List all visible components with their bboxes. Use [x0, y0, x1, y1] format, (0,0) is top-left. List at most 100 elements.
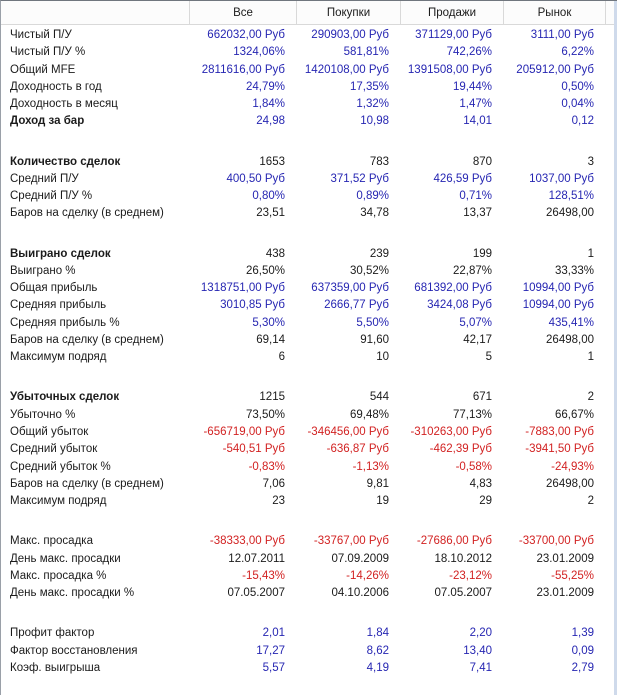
row-label: Средний убыток %: [10, 460, 111, 473]
table-row: Фактор восстановления 17,27 8,62 13,40 0,09: [1, 643, 617, 660]
cell-value: 1653: [259, 155, 285, 168]
cell-value: 77,13%: [452, 408, 492, 421]
cell-value: 42,17: [463, 334, 492, 347]
table-row: Доходность в год 24,79% 17,35% 19,44% 0,50%: [1, 79, 617, 96]
row-label: Общий MFE: [10, 63, 76, 76]
cell-value: 69,48%: [349, 408, 389, 421]
row-label: Выиграно %: [10, 264, 76, 277]
cell-value: 10994,00 Руб: [522, 299, 594, 312]
section-gap: [1, 603, 617, 626]
table-row: Коэф. выигрыша 5,57 4,19 7,41 2,79: [1, 660, 617, 677]
cell-value: -33700,00 Руб: [518, 535, 594, 548]
cell-value: 12.07.2011: [228, 552, 285, 565]
cell-value: 671: [472, 391, 492, 404]
cell-value: 19,44%: [452, 80, 492, 93]
row-label: День макс. просадки %: [10, 587, 135, 600]
section-gap: [1, 367, 617, 390]
table-row: Чистый П/У % 1324,06% 581,81% 742,26% 6,22%: [1, 44, 617, 61]
cell-value: 2: [587, 495, 594, 508]
column-header-all: Все: [189, 1, 296, 24]
cell-value: 3111,00 Руб: [530, 29, 594, 41]
cell-value: 742,26%: [446, 46, 492, 59]
cell-value: 23.01.2009: [536, 552, 594, 565]
cell-value: 24,79%: [245, 80, 285, 93]
cell-value: 13,40: [463, 644, 492, 657]
row-label: Максимум подряд: [10, 351, 107, 364]
cell-value: 26498,00: [546, 334, 594, 347]
cell-value: 426,59 Руб: [433, 172, 492, 185]
cell-value: 1,84: [366, 627, 389, 640]
cell-value: 33,33%: [554, 264, 594, 277]
cell-value: 438: [265, 247, 285, 260]
cell-value: -7883,00 Руб: [525, 426, 594, 439]
cell-value: 26498,00: [546, 207, 594, 220]
cell-value: 0,80%: [252, 190, 285, 203]
cell-value: 26498,00: [546, 477, 594, 490]
cell-value: 1: [587, 247, 594, 260]
cell-value: 66,67%: [554, 408, 594, 421]
section-gap: [1, 511, 617, 534]
row-label: Общий убыток: [10, 426, 89, 439]
cell-value: 239: [369, 247, 389, 260]
table-row: Убыточно % 73,50% 69,48% 77,13% 66,67%: [1, 407, 617, 424]
row-label: Баров на сделку (в среднем): [10, 477, 164, 490]
table-row: Чистый П/У 662032,00 Руб 290903,00 Руб 3711…: [1, 27, 617, 44]
cell-value: -0,58%: [455, 460, 492, 473]
row-label: Чистый П/У %: [10, 46, 86, 59]
row-label: Макс. просадка: [10, 535, 93, 548]
cell-value: 23,51: [256, 207, 285, 220]
header-filler: [605, 1, 617, 24]
cell-value: 4,83: [469, 477, 492, 490]
cell-value: 07.05.2007: [227, 587, 285, 600]
cell-value: 17,35%: [349, 80, 389, 93]
cell-value: -462,39 Руб: [429, 443, 492, 456]
table-row: Убыточных сделок 1215 544 671 2: [1, 389, 617, 406]
cell-value: 18.10.2012: [434, 552, 492, 565]
cell-value: 2: [587, 391, 594, 404]
row-label: Общая прибыль: [10, 282, 98, 295]
cell-value: 22,87%: [452, 264, 492, 277]
row-label: Фактор восстановления: [10, 644, 138, 657]
cell-value: 783: [369, 155, 389, 168]
table-row: Средняя прибыль % 5,30% 5,50% 5,07% 435,41%: [1, 315, 617, 332]
table-row: Максимум подряд 23 19 29 2: [1, 493, 617, 510]
cell-value: 371,52 Руб: [330, 172, 389, 185]
cell-value: 91,60: [360, 334, 389, 347]
cell-value: 6,22%: [561, 46, 594, 59]
cell-value: 17,27: [256, 644, 285, 657]
cell-value: 5,07%: [459, 316, 492, 329]
cell-value: 13,37: [463, 207, 492, 220]
cell-value: 3010,85 Руб: [220, 299, 285, 312]
cell-value: 3424,08 Руб: [427, 299, 492, 312]
table-row: Средний убыток -540,51 Руб -636,87 Руб -462…: [1, 441, 617, 458]
row-label: Средний П/У: [10, 172, 79, 185]
cell-value: 290903,00 Руб: [311, 29, 389, 41]
cell-value: 128,51%: [548, 190, 594, 203]
cell-value: 0,50%: [561, 80, 594, 93]
cell-value: 10: [376, 351, 389, 364]
table-row: Средний П/У 400,50 Руб 371,52 Руб 426,59 Ру…: [1, 171, 617, 188]
cell-value: 2,79: [571, 661, 594, 674]
cell-value: -24,93%: [551, 460, 594, 473]
cell-value: 34,78: [360, 207, 389, 220]
row-label: Чистый П/У: [10, 29, 72, 41]
table-row: Доходность в месяц 1,84% 1,32% 1,47% 0,04%: [1, 96, 617, 113]
cell-value: 2666,77 Руб: [324, 299, 389, 312]
cell-value: 2811616,00 Руб: [201, 63, 285, 76]
column-header-market: Рынок: [503, 1, 605, 24]
cell-value: 0,12: [571, 115, 594, 128]
cell-value: 1215: [259, 391, 285, 404]
row-label: Средняя прибыль %: [10, 316, 120, 329]
cell-value: 870: [472, 155, 492, 168]
cell-value: -3941,50 Руб: [525, 443, 594, 456]
table-row: Баров на сделку (в среднем) 7,06 9,81 4,83 2…: [1, 476, 617, 493]
cell-value: 681392,00 Руб: [414, 282, 492, 295]
cell-value: 1324,06%: [233, 46, 285, 59]
cell-value: -27686,00 Руб: [416, 535, 492, 548]
table-row: Максимум подряд 6 10 5 1: [1, 349, 617, 366]
cell-value: 5: [485, 351, 492, 364]
cell-value: -636,87 Руб: [326, 443, 389, 456]
cell-value: 4,19: [366, 661, 389, 674]
cell-value: 19: [376, 495, 389, 508]
